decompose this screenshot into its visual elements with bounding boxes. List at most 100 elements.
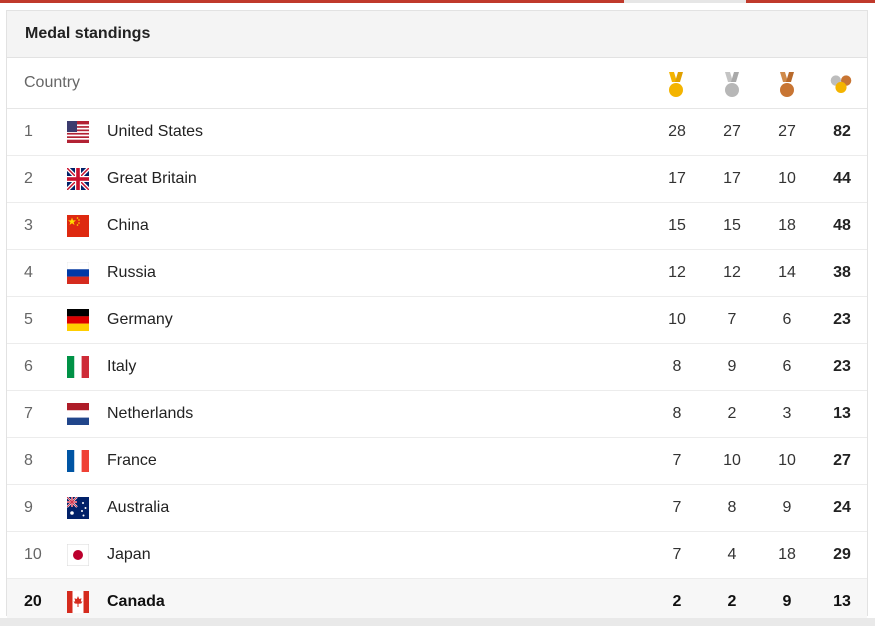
country-name: Italy: [107, 358, 137, 375]
country-name: Australia: [107, 499, 170, 516]
bronze-count: 10: [778, 452, 796, 469]
nl-flag-icon: [67, 403, 89, 425]
country-name: Great Britain: [107, 170, 197, 187]
total-count: 23: [833, 311, 851, 328]
country-name: Netherlands: [107, 405, 194, 422]
country-name: Canada: [107, 593, 165, 610]
standings-row-highlighted[interactable]: 20 Canada 2 2 9 13: [7, 579, 867, 625]
total-count: 24: [833, 499, 851, 516]
standings-row[interactable]: 3 China 15 15 18 48: [7, 203, 867, 250]
country-name: Russia: [107, 264, 156, 281]
rank: 5: [24, 311, 33, 328]
standings-row[interactable]: 7 Netherlands 8 2 3 13: [7, 391, 867, 438]
rank: 7: [24, 405, 33, 422]
total-medals-icon: [830, 75, 852, 93]
de-flag-icon: [67, 309, 89, 331]
bronze-count: 10: [778, 170, 796, 187]
silver-medal-icon: [725, 72, 739, 97]
standings-row[interactable]: 1 United States 28 27 27 82: [7, 109, 867, 156]
rank: 9: [24, 499, 33, 516]
country-name: United States: [107, 123, 204, 140]
total-count: 82: [833, 123, 851, 140]
rank: 20: [24, 593, 42, 610]
gold-count: 2: [672, 593, 682, 610]
it-flag-icon: [67, 356, 89, 378]
gold-count: 15: [668, 217, 686, 234]
ru-flag-icon: [67, 262, 89, 284]
standings-list: 1 United States 28 27 27 82 2: [7, 109, 867, 625]
bronze-count: 18: [778, 546, 796, 563]
gb-flag-icon: [67, 168, 89, 190]
bronze-count: 6: [782, 311, 792, 328]
gold-count: 28: [668, 123, 686, 140]
silver-count: 27: [723, 123, 741, 140]
bronze-count: 18: [778, 217, 796, 234]
gold-count: 8: [672, 358, 682, 375]
bronze-count: 3: [782, 405, 792, 422]
rank: 6: [24, 358, 33, 375]
silver-count: 17: [723, 170, 741, 187]
total-count: 38: [833, 264, 851, 281]
top-accent-bar: [0, 0, 875, 3]
gold-count: 17: [668, 170, 686, 187]
silver-count: 9: [727, 358, 737, 375]
rank: 3: [24, 217, 33, 234]
total-count: 23: [833, 358, 851, 375]
total-count: 13: [833, 593, 851, 610]
silver-count: 10: [723, 452, 741, 469]
silver-count: 15: [723, 217, 741, 234]
bronze-count: 14: [778, 264, 796, 281]
rank: 4: [24, 264, 33, 281]
panel-title: Medal standings: [7, 11, 867, 58]
rank: 10: [24, 546, 42, 563]
bronze-count: 27: [778, 123, 796, 140]
silver-count: 2: [727, 593, 737, 610]
gold-count: 12: [668, 264, 686, 281]
gold-count: 7: [672, 452, 682, 469]
country-name: Japan: [107, 546, 151, 563]
total-count: 44: [833, 170, 851, 187]
rank: 2: [24, 170, 33, 187]
standings-row[interactable]: 2 Great Britain 17 17 10 44: [7, 156, 867, 203]
silver-count: 12: [723, 264, 741, 281]
rank: 1: [24, 123, 33, 140]
cn-flag-icon: [67, 215, 89, 237]
bronze-medal-icon: [780, 72, 794, 97]
gold-medal-icon: [669, 72, 683, 97]
silver-count: 8: [727, 499, 737, 516]
bronze-count: 6: [782, 358, 792, 375]
jp-flag-icon: [67, 544, 89, 566]
rank: 8: [24, 452, 33, 469]
gold-count: 7: [672, 546, 682, 563]
medal-standings-card: Medal standings Country 1: [6, 10, 868, 625]
bronze-count: 9: [782, 593, 792, 610]
total-count: 48: [833, 217, 851, 234]
top-tab-indicator: [624, 0, 746, 3]
total-count: 29: [833, 546, 851, 563]
us-flag-icon: [67, 121, 89, 143]
column-header-row: Country: [7, 58, 867, 109]
total-count: 27: [833, 452, 851, 469]
country-name: France: [107, 452, 157, 469]
fr-flag-icon: [67, 450, 89, 472]
country-name: Germany: [107, 311, 173, 328]
standings-row[interactable]: 4 Russia 12 12 14 38: [7, 250, 867, 297]
ca-flag-icon: [67, 591, 89, 613]
gold-count: 10: [668, 311, 686, 328]
gold-count: 7: [672, 499, 682, 516]
country-name: China: [107, 217, 149, 234]
standings-row[interactable]: 10 Japan 7 4 18 29: [7, 532, 867, 579]
silver-count: 2: [727, 405, 737, 422]
silver-count: 4: [727, 546, 737, 563]
total-count: 13: [833, 405, 851, 422]
gold-count: 8: [672, 405, 682, 422]
au-flag-icon: [67, 497, 89, 519]
standings-row[interactable]: 5 Germany 10 7 6 23: [7, 297, 867, 344]
standings-row[interactable]: 8 France 7 10 10 27: [7, 438, 867, 485]
bottom-scroll-strip: [0, 618, 875, 626]
silver-count: 7: [727, 311, 737, 328]
bronze-count: 9: [782, 499, 792, 516]
standings-row[interactable]: 6 Italy 8 9 6 23: [7, 344, 867, 391]
column-country-label: Country: [24, 74, 81, 91]
standings-row[interactable]: 9 Australia 7 8 9 24: [7, 485, 867, 532]
